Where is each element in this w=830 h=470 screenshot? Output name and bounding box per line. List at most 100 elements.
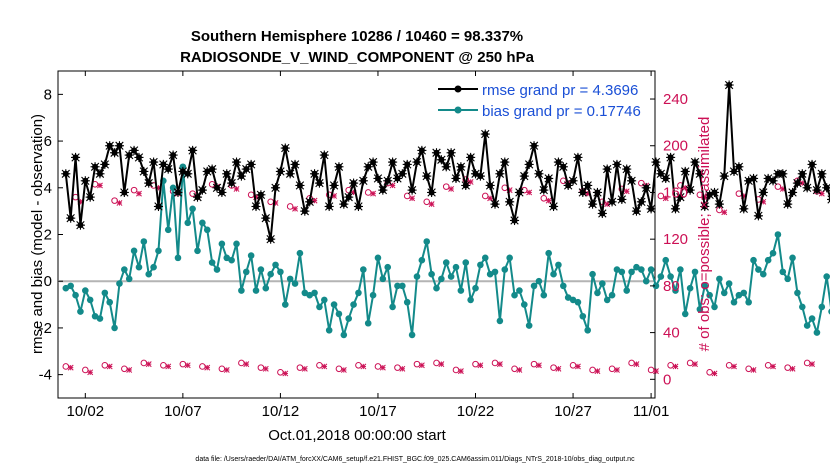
rmse-marker [578, 187, 588, 198]
y-axis-label: rmse and bias (model - observation) [29, 114, 46, 354]
obs-possible-marker [628, 359, 635, 367]
rmse-marker [612, 159, 622, 169]
bias-marker [316, 303, 323, 311]
rmse-marker [558, 162, 568, 172]
rmse-marker [309, 169, 320, 179]
bias-marker [555, 261, 562, 269]
rmse-marker [583, 180, 593, 191]
obs-possible-marker [257, 364, 265, 371]
bias-marker [399, 282, 406, 290]
bias-marker [325, 326, 333, 334]
rmse-marker [519, 171, 529, 181]
obs-assimilated-marker [292, 205, 298, 212]
rmse-marker [734, 162, 744, 172]
obs-assimilated-marker [721, 209, 728, 216]
rmse-marker-stroke [827, 200, 830, 204]
obs-assimilated-marker [145, 361, 152, 368]
obs-assimilated-marker [418, 362, 425, 369]
rmse-marker [61, 169, 71, 179]
rmse-marker [675, 192, 685, 202]
bias-marker [267, 270, 274, 278]
rmse-marker [666, 152, 676, 162]
bias-marker [794, 289, 801, 297]
footnote: data file: /Users/raeder/DAI/ATM_forcXX/… [195, 456, 635, 463]
rmse-marker [739, 204, 749, 214]
rmse-marker [544, 173, 554, 184]
chart-subtitle: RADIOSONDE_V_WIND_COMPONENT @ 250 hPa [180, 49, 535, 66]
plot-area [57, 70, 656, 399]
bias-marker [550, 270, 557, 278]
bias-marker [82, 287, 89, 294]
obs-possible-marker [121, 365, 128, 373]
obs-assimilated-marker [545, 197, 552, 204]
rmse-marker [695, 169, 705, 179]
rmse-marker [646, 204, 656, 214]
rmse-marker [95, 169, 105, 179]
bias-marker [603, 296, 611, 304]
y-right-tick-label: 160 [663, 184, 688, 201]
bias-marker [808, 315, 816, 322]
bias-marker [369, 291, 377, 299]
rmse-marker [383, 176, 393, 186]
rmse-marker [144, 178, 154, 188]
bias-marker [384, 263, 392, 271]
rmse-marker [461, 180, 471, 191]
rmse-marker [783, 199, 793, 209]
rmse-marker [300, 206, 310, 216]
rmse-marker [817, 169, 827, 179]
rmse-marker [197, 185, 207, 195]
obs-possible-marker [140, 359, 148, 367]
obs-possible-marker [199, 363, 206, 370]
y-tick-label: 0 [44, 273, 52, 290]
rmse-marker [685, 185, 695, 195]
y-tick-label: 2 [44, 227, 52, 244]
bias-marker [364, 319, 372, 327]
bias-marker [296, 249, 304, 257]
bias-marker [418, 256, 426, 264]
bias-marker [96, 315, 104, 322]
rmse-marker [353, 201, 364, 212]
chart-title: Southern Hemisphere 10286 / 10460 = 98.3… [191, 28, 523, 45]
obs-assimilated-marker [809, 361, 816, 368]
obs-assimilated-marker [262, 365, 269, 372]
obs-assimilated-marker [340, 367, 347, 373]
x-tick-label: 10/27 [554, 403, 592, 420]
bias-marker [755, 266, 762, 273]
obs-assimilated-marker [672, 363, 679, 370]
bias-marker [574, 298, 582, 306]
rmse-marker [758, 187, 768, 198]
rmse-marker [446, 148, 456, 158]
obs-possible-marker [472, 360, 479, 368]
bias-marker [589, 270, 596, 278]
rmse-marker [358, 176, 368, 186]
rmse-marker [748, 173, 759, 184]
obs-possible-marker [277, 369, 284, 376]
bias-marker [360, 266, 367, 273]
y-tick-label: 4 [44, 180, 52, 197]
rmse-marker [441, 162, 451, 172]
bias-marker [164, 226, 172, 234]
rmse-marker [119, 187, 129, 198]
bias-marker [252, 287, 260, 294]
rmse-marker [222, 169, 232, 179]
rmse-marker [412, 157, 422, 167]
rmse-marker [792, 178, 802, 188]
bias-marker [389, 303, 396, 311]
bias-marker [208, 259, 216, 266]
x-axis-label: Oct.01,2018 00:00:00 start [268, 427, 446, 444]
rmse-marker [329, 180, 339, 191]
bias-marker [677, 266, 684, 273]
obs-possible-marker [160, 362, 167, 369]
rmse-marker [529, 141, 539, 151]
obs-assimilated-marker [555, 365, 562, 372]
rmse-marker [261, 213, 271, 223]
rmse-marker [627, 176, 637, 186]
bias-marker [798, 303, 806, 311]
obs-assimilated-marker [428, 201, 435, 208]
rmse-marker [787, 187, 798, 198]
bias-marker [623, 287, 631, 294]
obs-possible-marker [296, 364, 304, 371]
obs-possible-marker [647, 366, 655, 374]
bias-marker [730, 298, 738, 306]
